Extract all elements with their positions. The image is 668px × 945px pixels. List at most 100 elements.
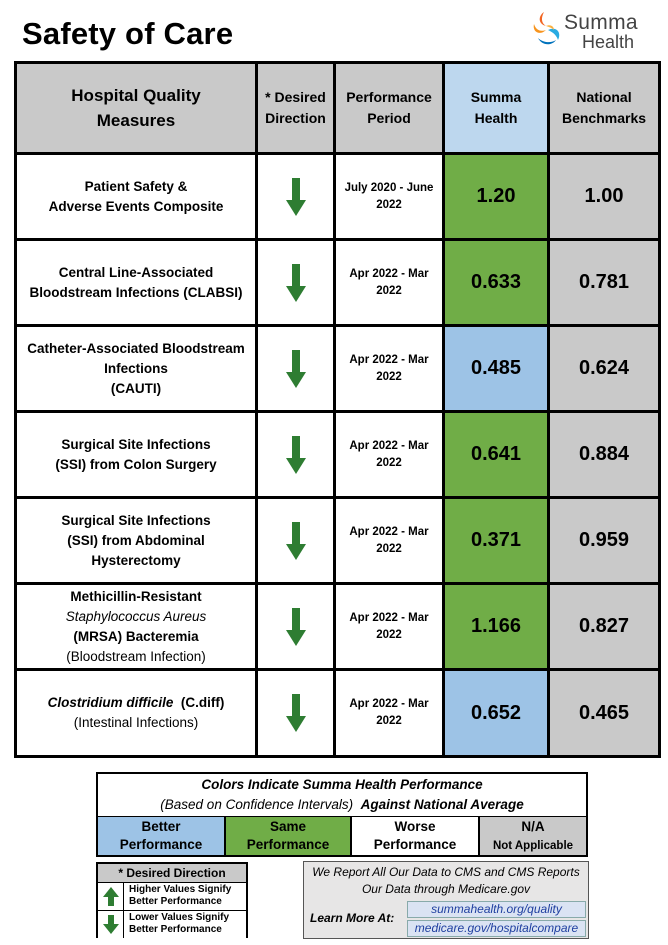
header-summa-health: Summa Health — [445, 64, 547, 152]
link-summahealth[interactable]: summahealth.org/quality — [407, 901, 586, 918]
row-3-summa-value: 0.485 — [445, 327, 547, 410]
lower-line1: Lower Values Signify — [129, 912, 230, 923]
down-arrow-icon — [285, 694, 306, 732]
higher-line2: Better Performance — [129, 896, 222, 907]
row-6-measure: Methicillin-Resistant Staphylococcus Aure… — [17, 585, 255, 668]
legend-title-line1: Colors Indicate Summa Health Performance — [201, 777, 483, 792]
row-5-period: Apr 2022 - Mar 2022 — [336, 499, 442, 582]
row-4-period-line2: 2022 — [376, 456, 402, 469]
row-5-summa-value: 0.371 — [445, 499, 547, 582]
row-2-national-value: 0.781 — [550, 241, 658, 324]
row-3-measure-line2: Infections — [104, 360, 168, 376]
header-national-line1: National — [576, 89, 632, 105]
row-5-measure: Surgical Site Infections (SSI) from Abdom… — [17, 499, 255, 582]
row-1-measure-line1: Patient Safety & — [84, 178, 188, 194]
reporting-line2: Our Data through Medicare.gov — [361, 882, 531, 896]
header-national: National Benchmarks — [550, 64, 658, 152]
row-5-direction — [258, 499, 333, 582]
link-medicare[interactable]: medicare.gov/hospitalcompare — [407, 920, 586, 937]
row-4-measure-line2: (SSI) from Colon Surgery — [55, 456, 217, 472]
row-5-national-value: 0.959 — [550, 499, 658, 582]
row-6-summa-value: 1.166 — [445, 585, 547, 668]
down-arrow-icon — [285, 263, 306, 302]
header-measures-line2: Measures — [96, 111, 176, 130]
row-7-summa-value: 0.652 — [445, 671, 547, 755]
color-legend: Colors Indicate Summa Health Performance… — [96, 772, 588, 857]
header-direction-line2: Direction — [265, 110, 326, 126]
header-period-line1: Performance — [346, 89, 432, 105]
legend-worse-line1: Worse — [394, 819, 436, 834]
row-5-period-line1: Apr 2022 - Mar — [349, 525, 429, 538]
row-1-measure-line2: Adverse Events Composite — [48, 198, 224, 214]
row-4-summa-value: 0.641 — [445, 413, 547, 496]
reporting-text: We Report All Our Data to CMS and CMS Re… — [304, 864, 588, 898]
down-arrow-icon — [285, 607, 306, 646]
summa-health-logo: Summa Health — [530, 8, 660, 58]
row-3-direction — [258, 327, 333, 410]
row-4-measure: Surgical Site Infections (SSI) from Colon… — [17, 413, 255, 496]
header-measures: Hospital Quality Measures — [17, 64, 255, 152]
row-3-measure-line3: (CAUTI) — [110, 380, 162, 396]
summa-logo-mark-icon — [533, 12, 560, 45]
legend-na-line1: N/A — [521, 818, 545, 834]
header-measures-line1: Hospital Quality — [71, 86, 201, 105]
row-7-national-value: 0.465 — [550, 671, 658, 755]
header-period: Performance Period — [336, 64, 442, 152]
row-2-period: Apr 2022 - Mar 2022 — [336, 241, 442, 324]
row-7-measure: Clostridium difficile (C.diff) (Intestina… — [17, 671, 255, 755]
header-summa-line1: Summa — [470, 89, 522, 105]
row-2-measure-line2: Bloodstream Infections (CLABSI) — [29, 284, 243, 300]
row-6-period-line1: Apr 2022 - Mar — [349, 611, 429, 624]
row-6-direction — [258, 585, 333, 668]
direction-key-higher: Higher Values Signify Better Performance — [98, 883, 246, 910]
row-3-national-value: 0.624 — [550, 327, 658, 410]
legend-worse: Worse Performance — [352, 817, 478, 855]
safety-of-care-table: Hospital Quality Measures * Desired Direct… — [14, 61, 661, 758]
row-3-period-line2: 2022 — [376, 370, 402, 383]
row-4-period-line1: Apr 2022 - Mar — [349, 439, 429, 452]
row-2-direction — [258, 241, 333, 324]
row-3-measure-line1: Catheter-Associated Bloodstream — [27, 340, 245, 356]
row-5-period-line2: 2022 — [376, 542, 402, 555]
row-6-measure-line2: Staphylococcus Aureus — [65, 608, 207, 624]
page-title: Safety of Care — [22, 16, 234, 51]
legend-better-line1: Better — [141, 819, 181, 834]
row-5-measure-line2: (SSI) from Abdominal — [67, 532, 205, 548]
header-direction: * Desired Direction — [258, 64, 333, 152]
row-1-period: July 2020 - June 2022 — [336, 155, 442, 238]
legend-title-line2a: (Based on Confidence Intervals) — [160, 797, 354, 812]
higher-line1: Higher Values Signify — [129, 884, 232, 895]
row-1-direction — [258, 155, 333, 238]
row-2-period-line2: 2022 — [376, 284, 402, 297]
header-summa-line2: Health — [474, 110, 518, 126]
row-5-measure-line3: Hysterectomy — [91, 552, 181, 568]
row-6-national-value: 0.827 — [550, 585, 658, 668]
row-1-period-line1: July 2020 - June — [344, 181, 434, 194]
row-3-measure: Catheter-Associated Bloodstream Infection… — [17, 327, 255, 410]
legend-na-line2: Not Applicable — [492, 839, 574, 852]
row-3-period: Apr 2022 - Mar 2022 — [336, 327, 442, 410]
up-arrow-icon — [103, 887, 119, 906]
row-7-measure-line1b: (C.diff) — [180, 695, 225, 710]
down-arrow-icon — [285, 177, 306, 216]
up-arrow-cell — [98, 883, 124, 910]
direction-key: * Desired Direction Higher Values Signif… — [96, 862, 248, 938]
legend-worse-line2: Performance — [373, 837, 457, 852]
lower-line2: Better Performance — [129, 924, 222, 935]
row-6-measure-line4: (Bloodstream Infection) — [66, 648, 206, 664]
legend-title: Colors Indicate Summa Health Performance… — [98, 774, 586, 816]
row-4-period: Apr 2022 - Mar 2022 — [336, 413, 442, 496]
logo-word-summa: Summa — [564, 11, 638, 34]
row-1-period-line2: 2022 — [376, 198, 402, 211]
learn-more-label: Learn More At: — [310, 911, 395, 925]
legend-same-line1: Same — [269, 819, 306, 834]
row-2-measure: Central Line-Associated Bloodstream Infec… — [17, 241, 255, 324]
row-1-national-value: 1.00 — [550, 155, 658, 238]
row-6-measure-line3: (MRSA) Bacteremia — [73, 628, 199, 644]
header-direction-line1: * Desired — [265, 89, 326, 105]
row-4-measure-line1: Surgical Site Infections — [61, 436, 211, 452]
row-7-measure-line1a: Clostridium difficile — [47, 695, 174, 710]
row-6-period-line2: 2022 — [376, 628, 402, 641]
row-1-measure: Patient Safety & Adverse Events Composite — [17, 155, 255, 238]
header-national-line2: Benchmarks — [561, 110, 647, 126]
